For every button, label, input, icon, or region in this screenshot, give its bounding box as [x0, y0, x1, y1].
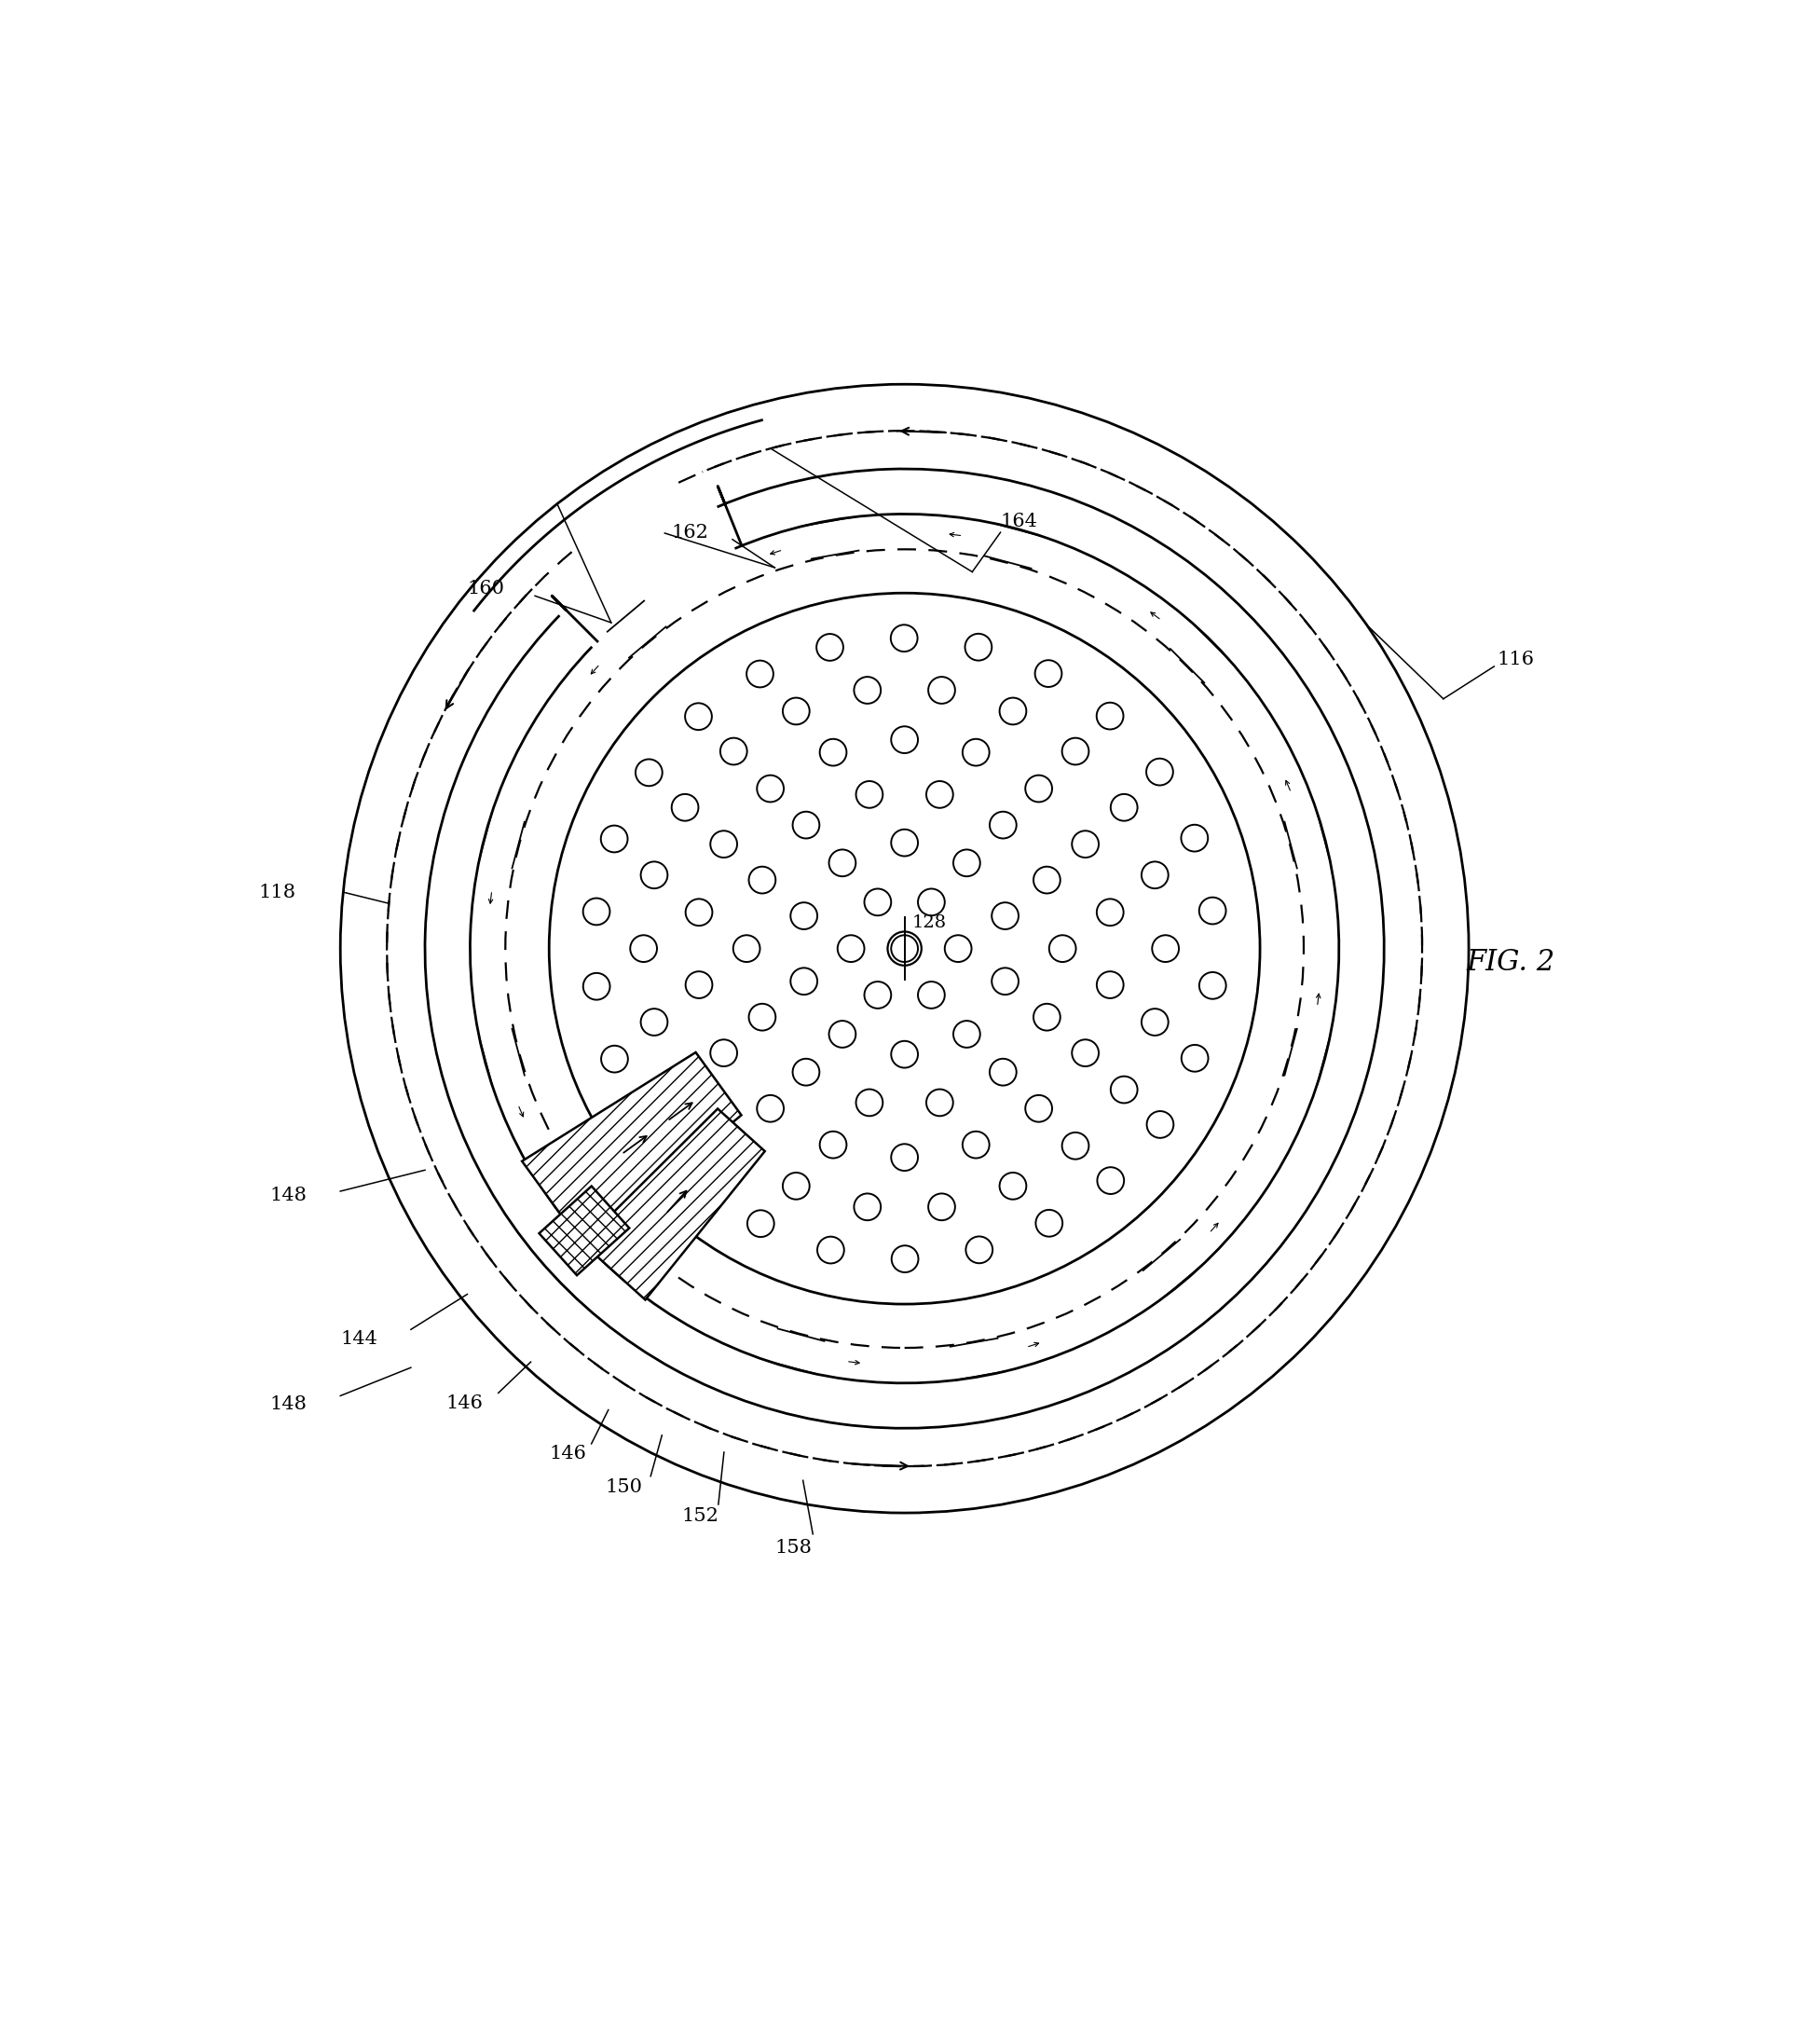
- Text: 150: 150: [606, 1479, 642, 1496]
- Text: 116: 116: [1496, 650, 1534, 669]
- Text: FIG. 2: FIG. 2: [1465, 949, 1554, 977]
- Text: 148: 148: [269, 1187, 308, 1205]
- Text: 160: 160: [468, 579, 504, 597]
- Polygon shape: [522, 1053, 741, 1248]
- Text: 158: 158: [775, 1540, 812, 1557]
- Text: 152: 152: [682, 1508, 719, 1524]
- Text: 148: 148: [269, 1396, 308, 1412]
- Text: 164: 164: [1001, 512, 1037, 530]
- Text: 128: 128: [912, 914, 946, 931]
- Text: 144: 144: [340, 1331, 377, 1347]
- Polygon shape: [539, 1187, 630, 1276]
- Text: 118: 118: [258, 884, 297, 900]
- Text: 146: 146: [446, 1394, 484, 1412]
- Polygon shape: [582, 1109, 764, 1300]
- Text: 162: 162: [672, 524, 710, 541]
- Text: 146: 146: [550, 1445, 586, 1463]
